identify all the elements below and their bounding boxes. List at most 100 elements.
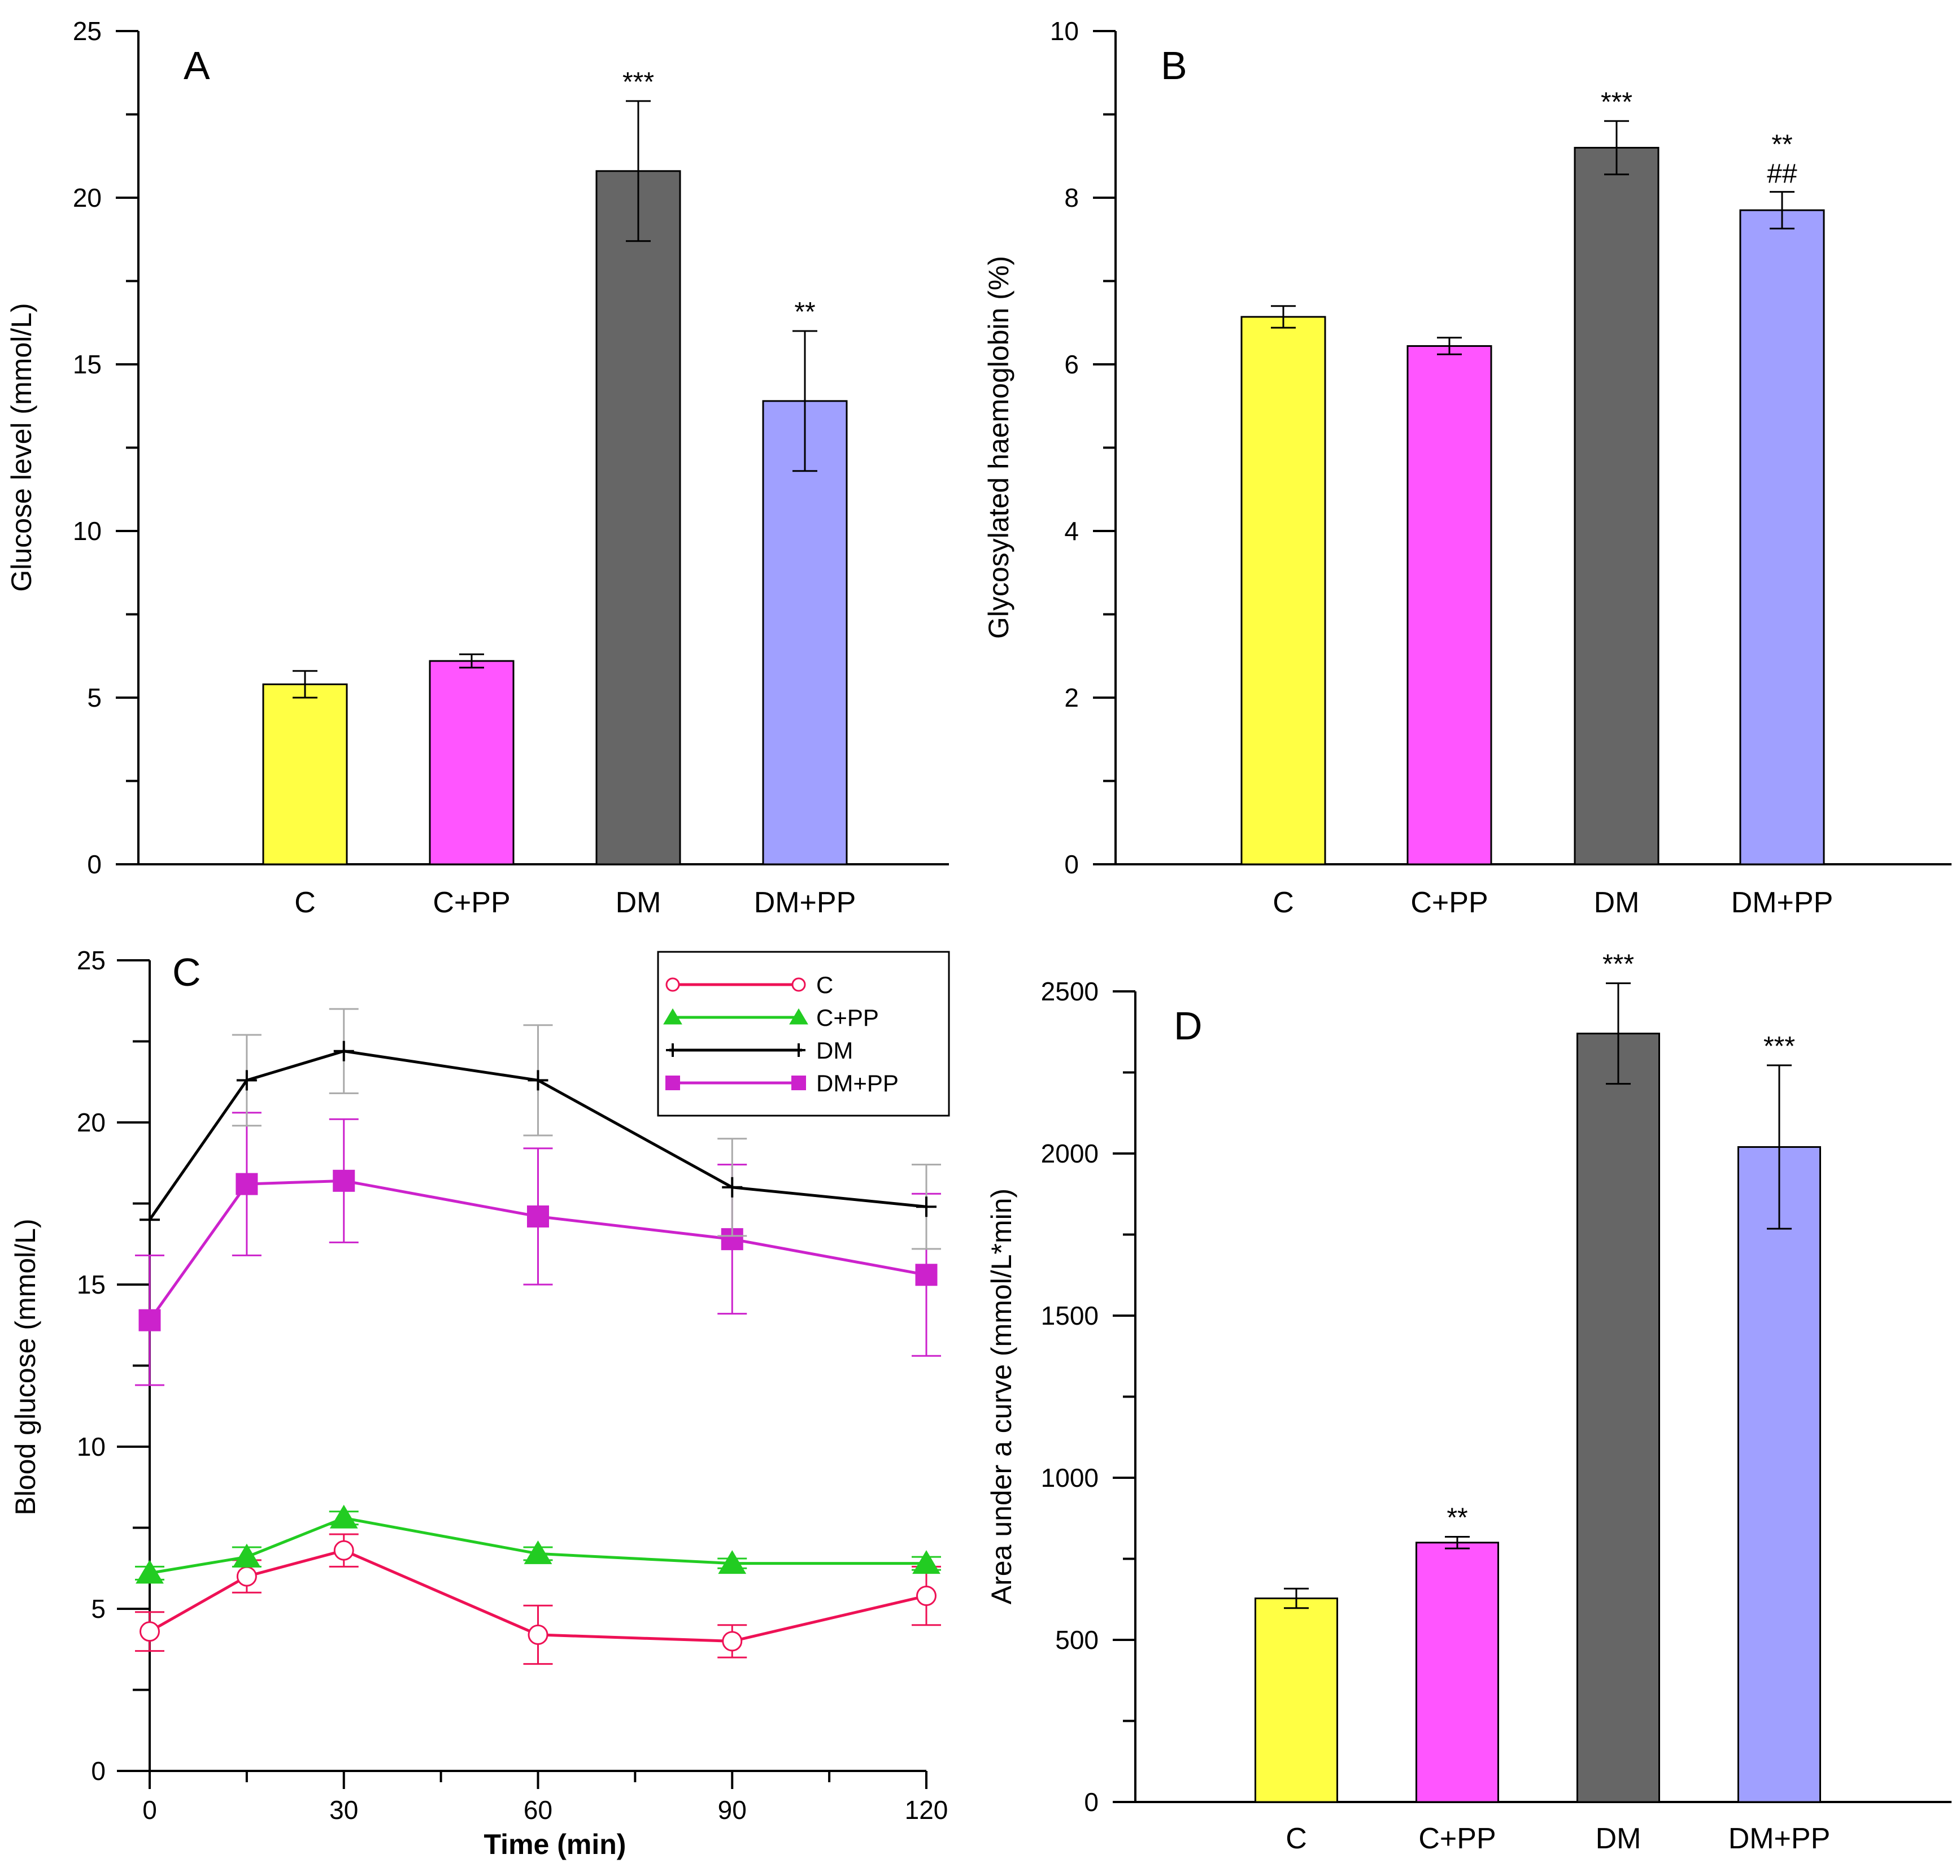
legend-item: C — [665, 972, 833, 998]
point-marker — [524, 1540, 552, 1564]
point-marker — [236, 1070, 257, 1091]
bar-dm-pp — [1739, 209, 1825, 865]
significance-marker: ** — [1771, 130, 1792, 160]
panel-a: 0 5 10 15 20 25 Glucose level (mmol/L) A C C+PP **… — [6, 16, 949, 919]
category-label: DM+PP — [1731, 886, 1833, 919]
category-label: DM — [616, 886, 661, 919]
point-marker — [789, 1008, 808, 1025]
point-marker — [916, 1196, 937, 1217]
significance-marker: ** — [1447, 1503, 1467, 1533]
point-marker — [665, 977, 680, 992]
y-tick-label: 15 — [77, 1270, 106, 1299]
bar-c-pp — [1406, 345, 1492, 865]
x-tick-label: 0 — [142, 1795, 157, 1825]
legend-label: C — [816, 972, 833, 998]
point-marker — [527, 1205, 549, 1228]
series-c-pp — [135, 1504, 941, 1584]
bar-c — [262, 683, 348, 865]
legend-item: DM+PP — [665, 1070, 899, 1096]
category-label: C — [1273, 886, 1294, 919]
y-tick-label: 6 — [1064, 350, 1079, 379]
bar-c-pp — [429, 660, 515, 865]
point-marker — [333, 1540, 354, 1561]
bar-dm — [1576, 1033, 1660, 1803]
point-marker — [916, 1586, 937, 1607]
series-dm — [140, 1008, 941, 1250]
legend-label: DM+PP — [816, 1070, 899, 1096]
panel-b: 0 2 4 6 8 10 Glycosylated haemoglobin (%) B C C+P… — [983, 16, 1952, 919]
legend: C C+PP DM DM+PP — [657, 951, 950, 1117]
panel-d: 0 500 1000 1500 2000 2500 Area under a curve (… — [986, 950, 1952, 1855]
category-label: DM — [1594, 886, 1640, 919]
point-marker — [236, 1566, 257, 1587]
category-label: DM — [1596, 1822, 1641, 1855]
significance-marker-2: ## — [1767, 159, 1797, 189]
bar-c-pp — [1415, 1542, 1499, 1803]
point-marker — [718, 1550, 747, 1574]
series-line — [149, 1549, 927, 1643]
point-marker — [665, 1076, 680, 1090]
point-marker — [792, 1043, 805, 1057]
point-marker — [232, 1543, 261, 1568]
point-marker — [791, 1076, 806, 1090]
y-tick-label: 0 — [1084, 1787, 1099, 1817]
x-tick-label: 120 — [905, 1795, 948, 1825]
y-axis-title: Blood glucose (mmol/L) — [10, 1218, 41, 1515]
y-tick-label: 4 — [1064, 516, 1079, 546]
y-tick-label: 25 — [73, 16, 102, 46]
significance-marker: *** — [1763, 1031, 1795, 1061]
category-label: DM+PP — [754, 886, 856, 919]
point-marker — [912, 1550, 940, 1574]
point-marker — [140, 1209, 160, 1230]
significance-marker: *** — [1601, 87, 1632, 117]
category-label: C+PP — [1410, 886, 1488, 919]
category-label: C+PP — [433, 886, 510, 919]
legend-label: C+PP — [816, 1004, 879, 1031]
y-tick-label: 1500 — [1041, 1301, 1099, 1330]
significance-marker: *** — [622, 67, 654, 97]
x-tick-label: 90 — [718, 1795, 747, 1825]
y-axis-title: Glucose level (mmol/L) — [6, 303, 37, 591]
point-marker — [140, 1621, 160, 1642]
legend-box — [657, 951, 950, 1117]
point-marker — [136, 1560, 164, 1584]
legend-label: DM — [816, 1037, 853, 1064]
point-marker — [666, 1043, 680, 1057]
y-tick-label: 8 — [1064, 183, 1079, 212]
point-marker — [791, 977, 806, 992]
y-tick-label: 15 — [73, 350, 102, 379]
panel-letter: C — [172, 950, 201, 994]
point-marker — [915, 1264, 938, 1286]
y-tick-label: 5 — [87, 683, 102, 712]
point-marker — [722, 1177, 743, 1198]
bar-dm-pp — [1737, 1146, 1821, 1803]
point-marker — [333, 1041, 354, 1061]
x-tick-label: 30 — [329, 1795, 358, 1825]
bar-dm — [595, 170, 681, 865]
y-tick-label: 10 — [1050, 16, 1079, 46]
x-axis-title: Time (min) — [484, 1829, 626, 1860]
series-c — [135, 1533, 941, 1665]
point-marker — [528, 1070, 548, 1091]
bar-c — [1255, 1598, 1338, 1803]
series-line — [149, 1516, 926, 1575]
point-marker — [722, 1631, 743, 1652]
y-tick-label: 25 — [77, 946, 106, 975]
series-line — [148, 1179, 927, 1321]
point-marker — [138, 1309, 161, 1331]
y-axis-title: Area under a curve (mmol/L*min) — [986, 1189, 1017, 1604]
y-tick-label: 0 — [1064, 850, 1079, 879]
point-marker — [663, 1008, 682, 1025]
y-tick-label: 500 — [1055, 1625, 1099, 1655]
bar-dm — [1574, 147, 1660, 865]
bar-dm-pp — [762, 400, 848, 865]
y-tick-label: 5 — [91, 1594, 106, 1623]
y-tick-label: 20 — [73, 183, 102, 212]
bar-c — [1240, 316, 1326, 865]
legend-item: DM — [666, 1037, 853, 1064]
y-tick-label: 2500 — [1041, 977, 1099, 1006]
panel-letter: A — [184, 43, 210, 88]
panel-letter: D — [1174, 1004, 1203, 1048]
y-tick-label: 20 — [77, 1108, 106, 1137]
point-marker — [236, 1173, 258, 1195]
